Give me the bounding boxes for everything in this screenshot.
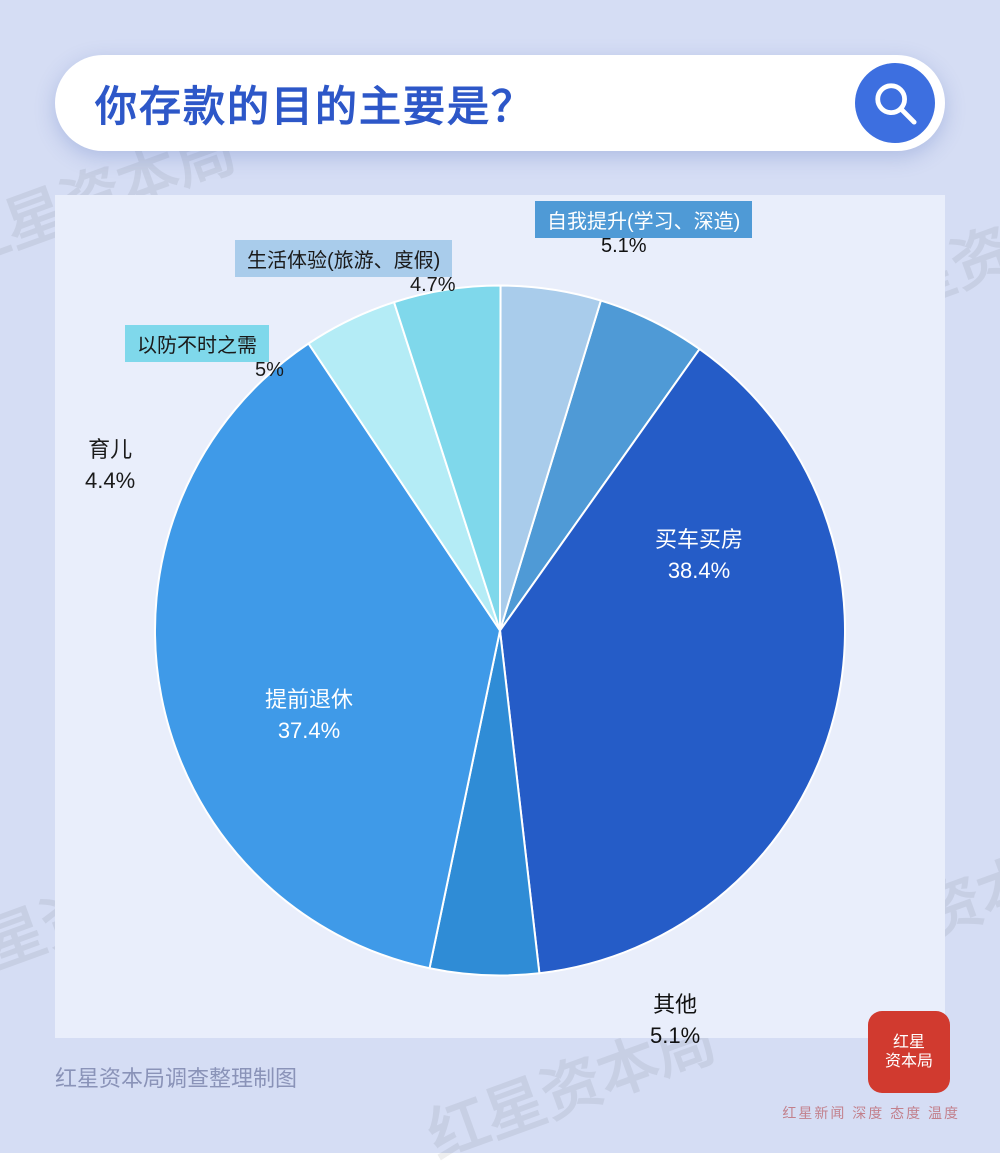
- slice-label: 其他5.1%: [650, 990, 700, 1052]
- logo-subtitle: 红星新闻 深度 态度 温度: [782, 1103, 960, 1123]
- logo-badge: 红星 资本局: [868, 1011, 950, 1093]
- slice-label: 提前退休37.4%: [265, 685, 353, 747]
- slice-label-box: 生活体验(旅游、度假): [235, 240, 452, 277]
- source-attribution: 红星资本局调查整理制图: [55, 1061, 297, 1093]
- slice-label-box: 自我提升(学习、深造): [535, 201, 752, 238]
- logo-line2: 资本局: [885, 1052, 933, 1071]
- page-title: 你存款的目的主要是？: [95, 73, 855, 134]
- pie-chart: [150, 281, 850, 986]
- slice-label: 育儿4.4%: [85, 435, 135, 497]
- search-icon: [872, 80, 918, 126]
- logo-line1: 红星: [893, 1033, 925, 1052]
- slice-label-box: 以防不时之需: [125, 325, 269, 362]
- slice-label-pct: 4.7%: [410, 274, 456, 297]
- header-searchbar: 你存款的目的主要是？: [55, 55, 945, 151]
- search-button[interactable]: [855, 63, 935, 143]
- slice-label-pct: 5%: [255, 359, 284, 382]
- chart-panel: 自我提升(学习、深造)5.1%买车买房38.4%其他5.1%提前退休37.4%育…: [55, 195, 945, 1038]
- slice-label: 买车买房38.4%: [655, 525, 743, 587]
- slice-label-pct: 5.1%: [601, 235, 647, 258]
